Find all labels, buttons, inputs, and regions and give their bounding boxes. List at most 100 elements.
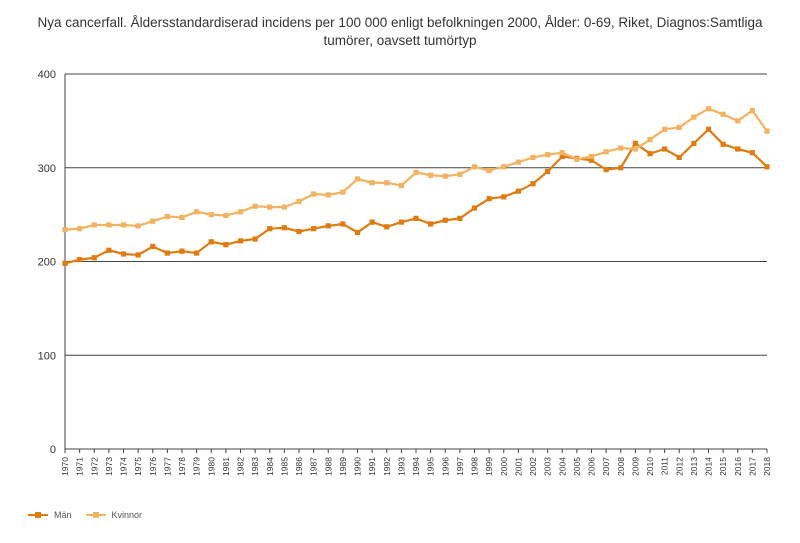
data-point-kvinnor [559,150,565,156]
data-point-man [223,242,229,248]
data-point-kvinnor [413,169,419,176]
data-point-kvinnor [179,214,185,221]
data-point-man [603,167,609,173]
x-tick-label: 2012 [674,457,684,476]
data-point-man [194,250,200,256]
series-line-kvinnor [64,107,768,231]
data-point-man [62,260,68,266]
x-tick-label: 2016 [733,457,743,476]
x-tick-label: 1977 [162,457,172,476]
data-point-man [764,164,770,170]
data-point-kvinnor [208,212,214,218]
x-tick-label: 2011 [660,457,670,476]
data-point-man [106,247,112,253]
data-point-man [647,151,653,157]
x-tick-label: 1979 [192,457,202,476]
chart-title: Nya cancerfall. Åldersstandardiserad inc… [0,14,800,50]
x-tick-label: 2013 [689,457,699,476]
data-point-man [91,255,97,261]
y-tick-label: 300 [38,163,56,175]
data-point-kvinnor [530,154,536,161]
data-point-kvinnor [749,107,755,114]
data-point-kvinnor [647,137,653,143]
data-point-kvinnor [223,212,229,219]
data-point-man [384,224,390,230]
y-tick-label: 100 [38,350,56,362]
x-tick-label: 1975 [133,457,143,476]
legend-item-kvinnor[interactable]: Kvinnor [85,510,143,520]
x-tick-label: 2006 [587,457,597,476]
data-point-kvinnor [691,114,697,120]
data-point-kvinnor [618,145,624,151]
legend-item-man[interactable]: Män [28,510,72,520]
data-point-man [559,153,565,160]
data-point-man [398,219,404,225]
data-point-man [486,196,492,202]
data-point-man [340,221,346,227]
y-tick-label: 400 [38,69,56,81]
x-tick-label: 1988 [323,457,333,476]
x-tick-label: 1989 [338,457,348,476]
x-tick-label: 2003 [543,457,553,476]
x-tick-label: 2017 [747,457,757,476]
x-tick-label: 2010 [645,457,655,476]
data-point-kvinnor [603,149,609,155]
x-tick-label: 2015 [718,457,728,476]
legend-label-kvinnor: Kvinnor [111,510,143,520]
data-point-man [545,168,551,175]
data-point-kvinnor [311,191,317,197]
x-tick-label: 2007 [601,457,611,476]
data-point-kvinnor [720,111,726,117]
x-tick-label: 1999 [484,457,494,476]
x-tick-label: 1986 [294,457,304,476]
x-tick-label: 1998 [470,457,480,476]
x-tick-label: 2008 [616,457,626,476]
x-tick-label: 1987 [309,457,319,476]
legend-label-man: Män [54,510,72,520]
legend-swatch-man [28,510,48,520]
data-point-kvinnor [705,106,712,112]
data-point-kvinnor [735,118,741,124]
x-tick-label: 1974 [119,457,129,476]
x-tick-label: 2005 [572,457,582,476]
x-tick-label: 1995 [426,457,436,476]
data-point-kvinnor [764,128,770,134]
data-point-kvinnor [150,218,156,224]
data-point-man [252,236,258,242]
data-point-kvinnor [340,189,346,195]
data-point-kvinnor [501,164,507,170]
x-tick-label: 2004 [557,457,567,476]
data-point-kvinnor [120,222,127,228]
data-point-kvinnor [194,209,200,215]
x-tick-label: 1984 [265,457,275,476]
x-tick-label: 1997 [455,457,465,476]
data-point-kvinnor [296,198,302,205]
data-point-man [77,257,83,263]
data-point-kvinnor [545,152,551,158]
data-point-man [442,217,448,223]
data-point-kvinnor [471,164,478,170]
data-point-kvinnor [515,159,521,165]
x-tick-label: 1970 [60,457,70,476]
data-point-man [281,225,287,231]
legend: Män Kvinnor [28,510,156,520]
data-point-man [179,248,185,254]
data-point-man [735,146,741,152]
x-tick-label: 1992 [382,457,392,476]
x-tick-label: 1996 [440,457,450,476]
data-point-man [413,215,419,221]
data-point-man [662,146,668,152]
x-tick-label: 1993 [396,457,406,476]
x-tick-label: 1985 [279,457,289,476]
data-point-kvinnor [632,146,638,152]
x-tick-label: 2014 [704,457,714,476]
data-point-man [237,238,244,244]
data-point-kvinnor [77,226,83,232]
data-point-man [632,140,638,146]
series-line-man [64,128,768,265]
data-point-man [471,205,478,211]
data-point-man [150,243,156,250]
data-point-kvinnor [676,124,682,131]
data-point-kvinnor [237,209,244,215]
data-point-man [501,194,507,200]
